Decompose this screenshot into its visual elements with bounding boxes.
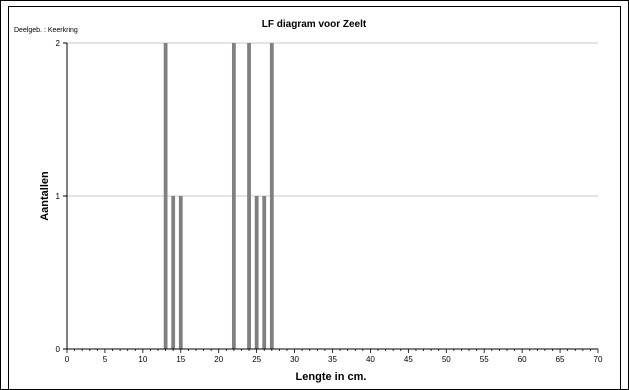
x-tick-label: 55 bbox=[480, 355, 489, 364]
y-tick-label: 0 bbox=[56, 345, 61, 354]
bar bbox=[231, 43, 236, 349]
chart-subtitle: Deelgeb. : Keerkring bbox=[14, 27, 78, 34]
y-tick-label: 1 bbox=[56, 192, 61, 201]
bar bbox=[247, 43, 251, 349]
bar bbox=[254, 196, 259, 349]
x-axis-label: Lengte in cm. bbox=[296, 371, 367, 383]
axes bbox=[63, 42, 599, 353]
x-tick-label: 60 bbox=[518, 355, 527, 364]
x-tick-label: 10 bbox=[138, 355, 147, 364]
x-tick-label: 50 bbox=[442, 355, 451, 364]
bar bbox=[178, 196, 183, 349]
x-tick-label: 70 bbox=[594, 355, 603, 364]
x-tick-label: 30 bbox=[290, 355, 299, 364]
bar bbox=[163, 43, 168, 349]
y-tick-label: 2 bbox=[56, 39, 61, 48]
y-tick-labels: 0 1 2 bbox=[56, 39, 61, 354]
x-tick-label: 25 bbox=[252, 355, 261, 364]
y-axis-label: Aantallen bbox=[39, 171, 51, 221]
bars-group bbox=[163, 43, 274, 349]
gridlines bbox=[67, 42, 598, 197]
x-tick-label: 5 bbox=[103, 355, 108, 364]
x-tick-label: 35 bbox=[328, 355, 337, 364]
bar bbox=[262, 196, 267, 349]
x-tick-label: 20 bbox=[214, 355, 223, 364]
x-tick-label: 40 bbox=[366, 355, 375, 364]
x-tick-label: 45 bbox=[404, 355, 413, 364]
chart-title: LF diagram voor Zeelt bbox=[262, 19, 367, 30]
bar bbox=[269, 43, 274, 349]
bar bbox=[171, 196, 176, 349]
x-tick-labels: 0 5 10 15 20 25 30 35 40 45 50 55 60 65 70 bbox=[65, 355, 603, 364]
x-tick-label: 15 bbox=[176, 355, 185, 364]
x-tick-label: 65 bbox=[556, 355, 565, 364]
x-tick-label: 0 bbox=[65, 355, 70, 364]
